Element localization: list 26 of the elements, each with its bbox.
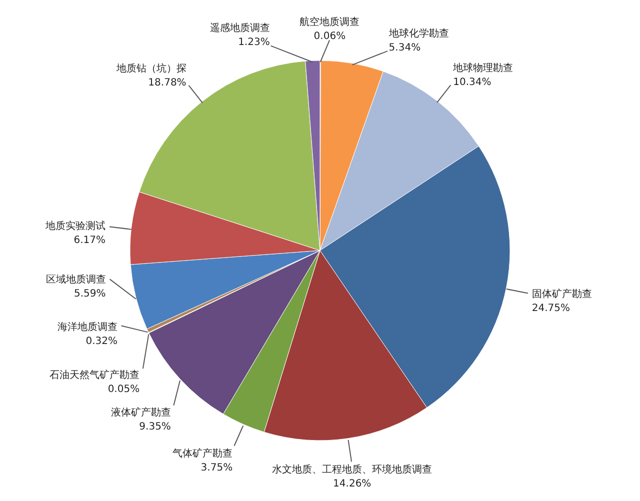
slice-label: 地质实验测试 bbox=[44, 220, 106, 232]
data-label: 10.34% bbox=[453, 76, 492, 88]
data-label: 1.23% bbox=[238, 36, 270, 48]
slice-label: 航空地质调查 bbox=[300, 16, 360, 28]
data-label: 3.75% bbox=[200, 462, 233, 474]
data-label: 0.32% bbox=[86, 336, 118, 348]
slice-label: 遥感地质调查 bbox=[210, 22, 270, 34]
slice-label: 固体矿产勘查 bbox=[532, 288, 592, 300]
data-label: 24.75% bbox=[532, 303, 570, 314]
data-label: 9.35% bbox=[139, 421, 171, 432]
data-label: 0.05% bbox=[108, 384, 140, 395]
slice-label: 液体矿产勘查 bbox=[110, 406, 171, 418]
data-label: 14.26% bbox=[333, 478, 372, 490]
data-label: 0.06% bbox=[314, 31, 346, 42]
slice-label: 地球物理勘查 bbox=[452, 62, 514, 74]
data-label: 5.34% bbox=[388, 42, 421, 54]
slice-label: 区域地质调查 bbox=[46, 274, 106, 286]
data-label: 18.78% bbox=[148, 77, 186, 88]
data-label: 5.59% bbox=[74, 288, 106, 300]
data-label: 6.17% bbox=[74, 235, 106, 246]
slice-label: 石油天然气矿产勘查 bbox=[50, 368, 140, 381]
slice-label: 气体矿产勘查 bbox=[172, 448, 233, 460]
slice-label: 地质钻（坑）探 bbox=[115, 62, 186, 74]
slice-label: 海洋地质调查 bbox=[58, 321, 118, 334]
slice-label: 地球化学勘查 bbox=[388, 27, 449, 40]
slice-label: 水文地质、工程地质、环境地质调查 bbox=[272, 464, 432, 476]
